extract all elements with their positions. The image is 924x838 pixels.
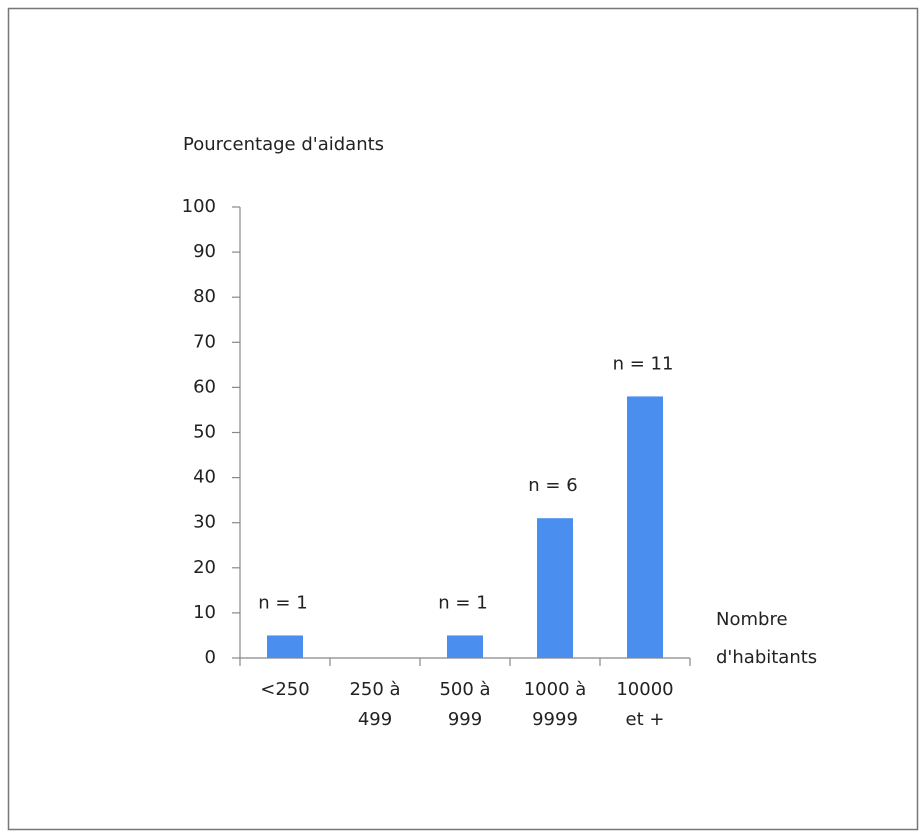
bar <box>627 396 663 658</box>
y-tick-label: 40 <box>193 467 216 488</box>
bar-annotation: n = 1 <box>258 592 307 613</box>
bar <box>537 518 573 658</box>
x-tick-label: 499 <box>358 709 392 730</box>
y-tick-label: 70 <box>193 331 216 352</box>
x-tick-label: et + <box>626 709 665 730</box>
x-tick-label: 9999 <box>532 709 578 730</box>
y-tick-label: 60 <box>193 376 216 397</box>
y-tick-label: 90 <box>193 241 216 262</box>
bar <box>267 635 303 658</box>
y-tick-label: 80 <box>193 286 216 307</box>
y-tick-label: 20 <box>193 557 216 578</box>
bar-annotation: n = 11 <box>613 353 674 374</box>
x-tick-label: 1000 à <box>524 679 587 700</box>
y-tick-label: 0 <box>205 647 216 668</box>
y-tick-label: 100 <box>182 196 216 217</box>
x-axis-title: d'habitants <box>716 647 817 668</box>
x-tick-label: 250 à <box>349 679 400 700</box>
x-tick-label: <250 <box>260 679 309 700</box>
frame <box>7 7 919 831</box>
bar-annotation: n = 1 <box>438 592 487 613</box>
y-tick-label: 50 <box>193 422 216 443</box>
x-axis-title: Nombre <box>716 609 788 630</box>
x-tick-label: 10000 <box>616 679 673 700</box>
bar-annotation: n = 6 <box>528 475 577 496</box>
x-tick-label: 500 à <box>439 679 490 700</box>
y-axis-title: Pourcentage d'aidants <box>183 134 384 155</box>
x-tick-label: 999 <box>448 709 482 730</box>
bar <box>447 635 483 658</box>
y-tick-label: 10 <box>193 602 216 623</box>
y-tick-label: 30 <box>193 512 216 533</box>
